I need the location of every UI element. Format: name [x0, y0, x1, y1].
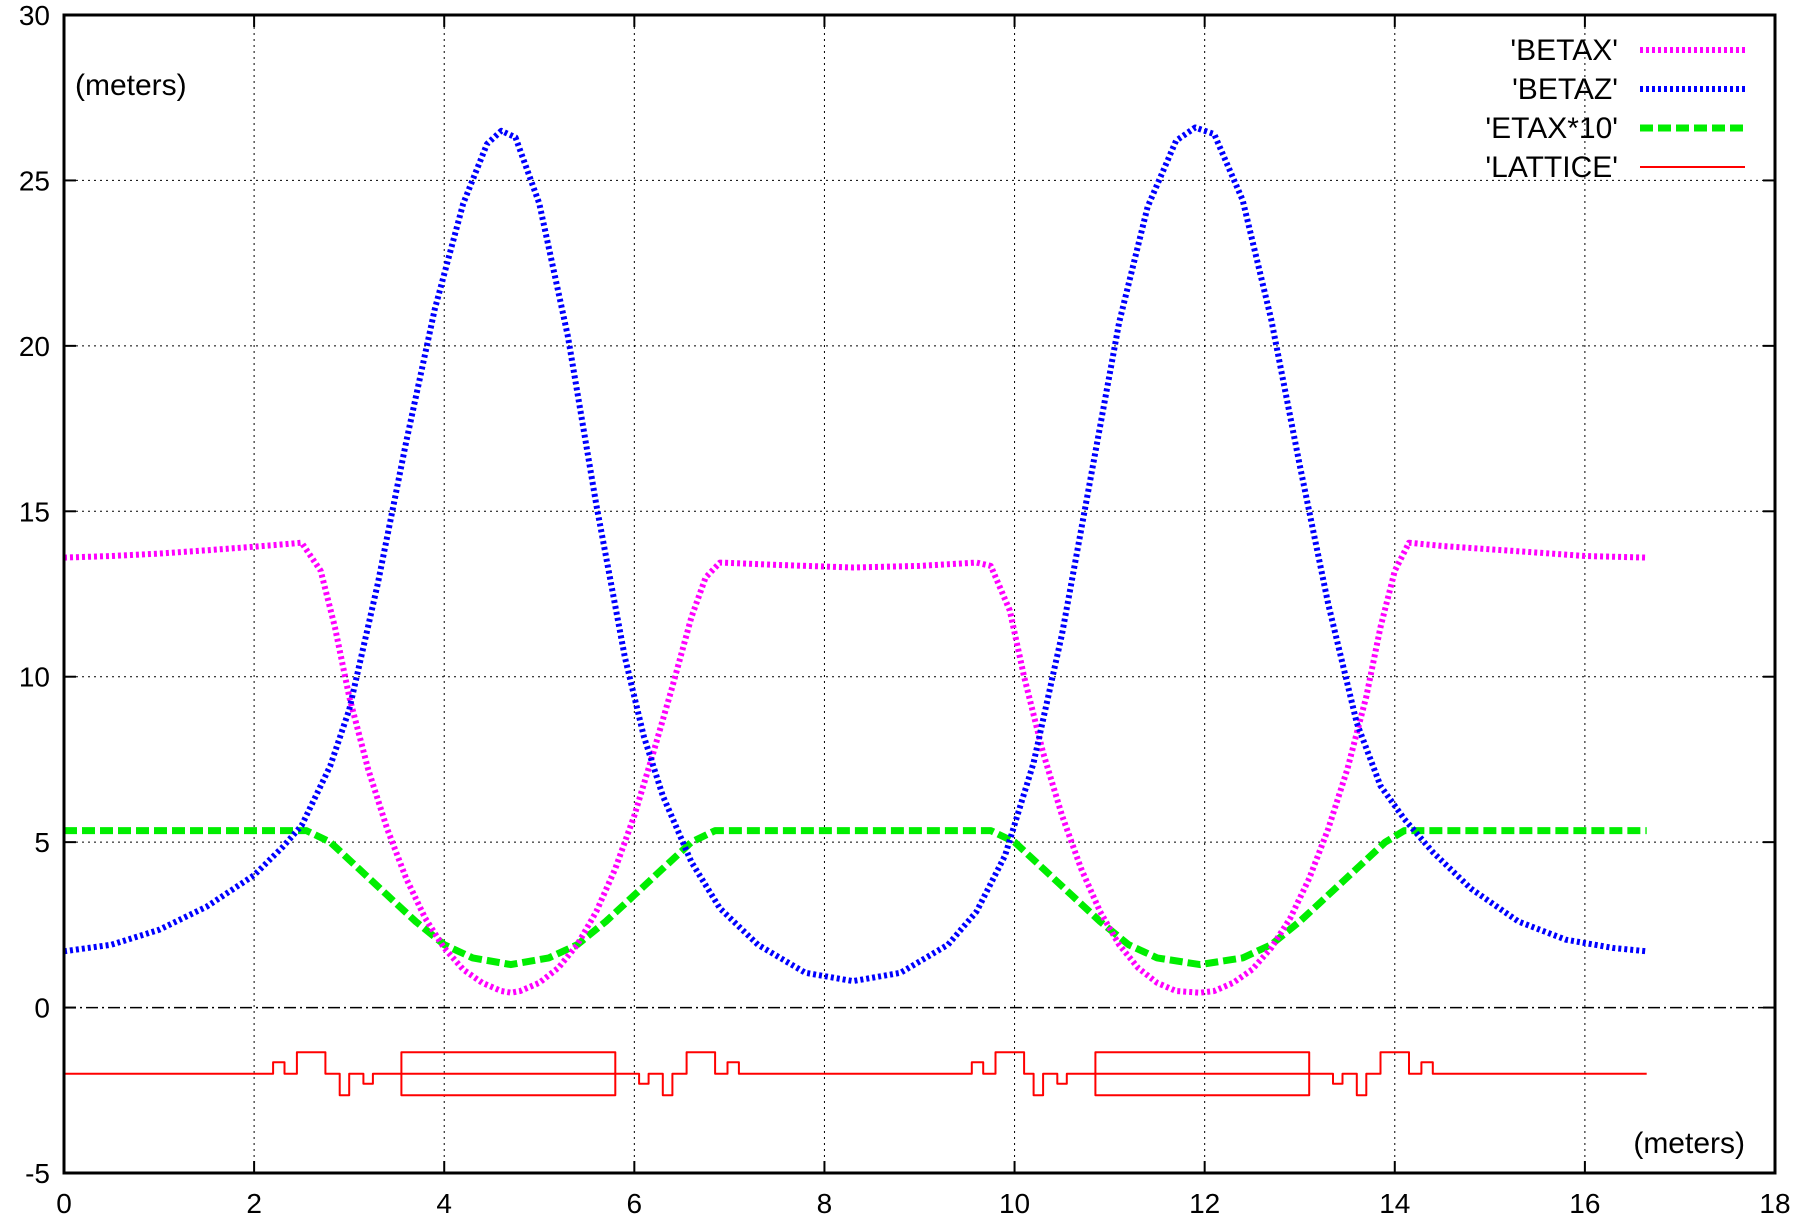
y-tick-label: 20 [19, 331, 50, 362]
x-tick-label: 18 [1759, 1188, 1790, 1219]
series-layer [63, 124, 1647, 1097]
x-tick-label: 10 [999, 1188, 1030, 1219]
x-tick-label: 2 [246, 1188, 262, 1219]
x-tick-label: 6 [627, 1188, 643, 1219]
x-tick-label: 14 [1379, 1188, 1410, 1219]
x-tick-label: 4 [436, 1188, 452, 1219]
legend-label: 'BETAZ' [1512, 73, 1618, 106]
y-tick-label: 5 [34, 827, 50, 858]
legend-label: 'ETAX*10' [1485, 112, 1618, 145]
x-tick-label: 8 [817, 1188, 833, 1219]
series-line-lattice [64, 1051, 1647, 1097]
series-line-etax-10 [64, 827, 1647, 969]
legend-label: 'LATTICE' [1485, 151, 1618, 184]
y-tick-label: 10 [19, 662, 50, 693]
y-tick-label: 25 [19, 165, 50, 196]
y-tick-label: -5 [25, 1158, 50, 1189]
plot-frame [62, 13, 1777, 1175]
x-tick-label: 12 [1189, 1188, 1220, 1219]
y-tick-label: 15 [19, 496, 50, 527]
y-tick-label: 0 [34, 993, 50, 1024]
grid [64, 15, 1775, 1173]
x-axis-label: (meters) [1633, 1127, 1745, 1160]
x-tick-label: 16 [1569, 1188, 1600, 1219]
legend: 'BETAX' 'BETAZ' 'ETAX*10' 'LATTICE' [1485, 34, 1745, 184]
y-axis-label: (meters) [75, 69, 187, 102]
x-tick-label: 0 [56, 1188, 72, 1219]
legend-label: 'BETAX' [1510, 34, 1618, 67]
y-tick-label: 30 [19, 0, 50, 31]
